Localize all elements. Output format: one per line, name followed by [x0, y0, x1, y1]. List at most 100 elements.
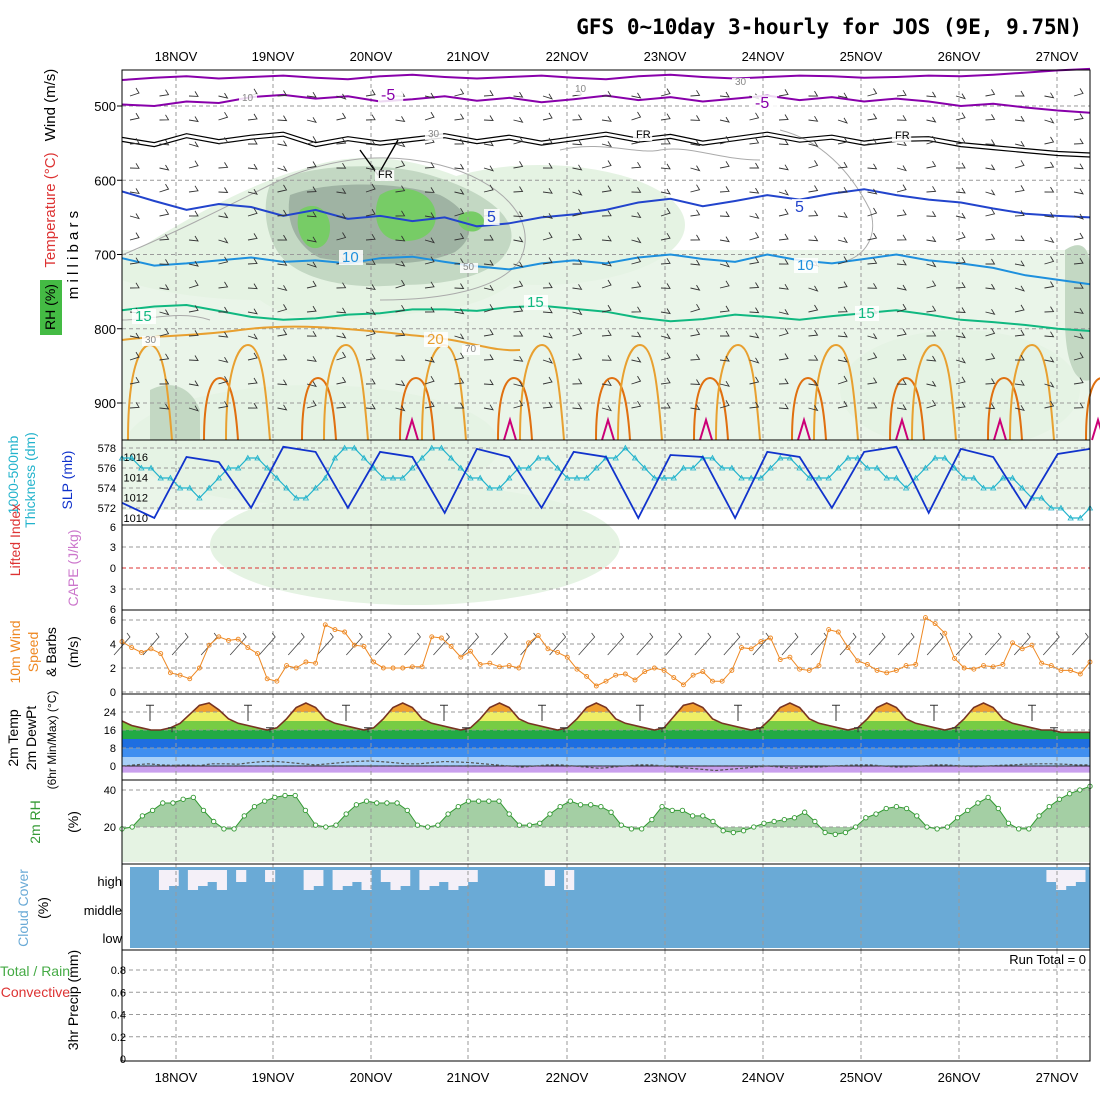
contour-label-bg [855, 306, 879, 321]
surface-wind-barb [578, 632, 596, 656]
contour-label: FR [378, 169, 393, 181]
rh-area [122, 786, 1090, 835]
rh-marker [934, 826, 940, 832]
cloud-clear-cell [564, 870, 575, 890]
wind-barb [808, 380, 819, 386]
wind-barb [690, 184, 701, 193]
slp-tick-label: 1012 [124, 493, 148, 505]
thickness-marker [341, 444, 348, 451]
rh-panel: 40 20 [104, 780, 1093, 864]
thickness-marker [806, 474, 813, 481]
wind-barb [159, 234, 170, 241]
wind-barb [129, 163, 140, 169]
wind-barb [159, 284, 170, 291]
rh-marker [496, 798, 502, 804]
bottom-date-label: 19NOV [252, 1070, 295, 1085]
wind-speed-marker [797, 666, 803, 672]
wind-barb [955, 112, 966, 121]
temp-contour-25 [1085, 377, 1100, 441]
wind-barb [631, 256, 642, 265]
cloud-clear-cell [1075, 870, 1086, 882]
wind-barb [778, 258, 789, 265]
thickness-marker [738, 474, 745, 481]
wind-barb [955, 357, 966, 364]
wind-barb [129, 87, 140, 97]
wind-barb [896, 404, 907, 411]
surface-wind-barb [462, 632, 479, 656]
wind-speed-marker [932, 621, 938, 627]
surface-wind-barb [549, 632, 567, 656]
bottom-date-label: 18NOV [155, 1070, 198, 1085]
wind-barb [572, 378, 583, 385]
wind-barb [336, 376, 347, 385]
contour-label-bg [142, 336, 160, 346]
wind-barb [1044, 237, 1055, 244]
rh-marker [537, 820, 543, 826]
wind-barb [985, 164, 996, 171]
slp-tick-label: 1014 [124, 472, 148, 484]
wind-barb [749, 212, 760, 219]
wind-barb [483, 284, 494, 291]
contour-label: 10 [797, 257, 814, 274]
temp-contour--5 [121, 93, 1091, 114]
wind-barb [1073, 352, 1084, 361]
thickness-marker [496, 484, 503, 491]
wind-barb [1015, 90, 1025, 97]
thickness-marker [234, 464, 242, 471]
thickness-marker [757, 474, 765, 481]
wind-barb [454, 402, 465, 409]
pressure-tick-label: 900 [94, 396, 116, 411]
panel-frame [121, 949, 1091, 1062]
wind-barb [926, 305, 937, 313]
top-date-label: 27NOV [1036, 49, 1079, 64]
wind-speed-marker [458, 654, 464, 660]
rh-marker [863, 815, 869, 821]
wind-speed-marker [990, 664, 996, 670]
wind-barb [336, 112, 347, 121]
rh-marker [282, 792, 288, 799]
rh-marker [924, 824, 930, 830]
cloud-clear-cell [351, 870, 363, 882]
bottom-date-label: 25NOV [840, 1070, 883, 1085]
wind-barb [896, 89, 907, 97]
wind-barb [247, 113, 258, 121]
contour-label-bg [484, 209, 500, 225]
rh-marker [740, 828, 747, 834]
wind-barb [336, 213, 347, 220]
wind-speed-marker [729, 667, 735, 673]
wind-barb [277, 90, 288, 97]
wind-speed-marker [526, 640, 532, 646]
wind-barb [778, 189, 789, 196]
wind-speed-marker [400, 665, 406, 671]
thickness-marker [883, 474, 890, 481]
rh-marker [822, 829, 828, 836]
wind-barb [955, 231, 966, 241]
thickness-marker [651, 474, 658, 481]
wind-barb [336, 93, 347, 100]
wind-barb [985, 258, 996, 265]
wind-barb [778, 114, 789, 121]
wind-barb [660, 352, 671, 361]
wind-barb [572, 258, 583, 265]
rh-marker [944, 824, 950, 830]
wind-barb [749, 376, 760, 385]
wind-barb [247, 258, 258, 265]
wind-barb [483, 304, 494, 313]
rh-marker [312, 822, 319, 828]
thickness-label-2: Thickness (dm) [22, 432, 38, 528]
wind-barb [631, 161, 642, 169]
wind-barb [1014, 210, 1025, 217]
thickness-marker [1038, 494, 1045, 501]
wind-barb [572, 114, 583, 121]
wind-speed-marker [603, 678, 609, 684]
temp-contour-25 [497, 376, 533, 441]
wind-barb [188, 355, 199, 361]
thickness-marker [389, 474, 397, 481]
rh-marker [618, 822, 624, 828]
surface-wind-barb [229, 632, 247, 656]
wind-speed-marker [913, 661, 919, 667]
wind-speed-marker [622, 671, 628, 677]
rh-marker [394, 800, 400, 806]
rh-marker [1056, 796, 1063, 802]
